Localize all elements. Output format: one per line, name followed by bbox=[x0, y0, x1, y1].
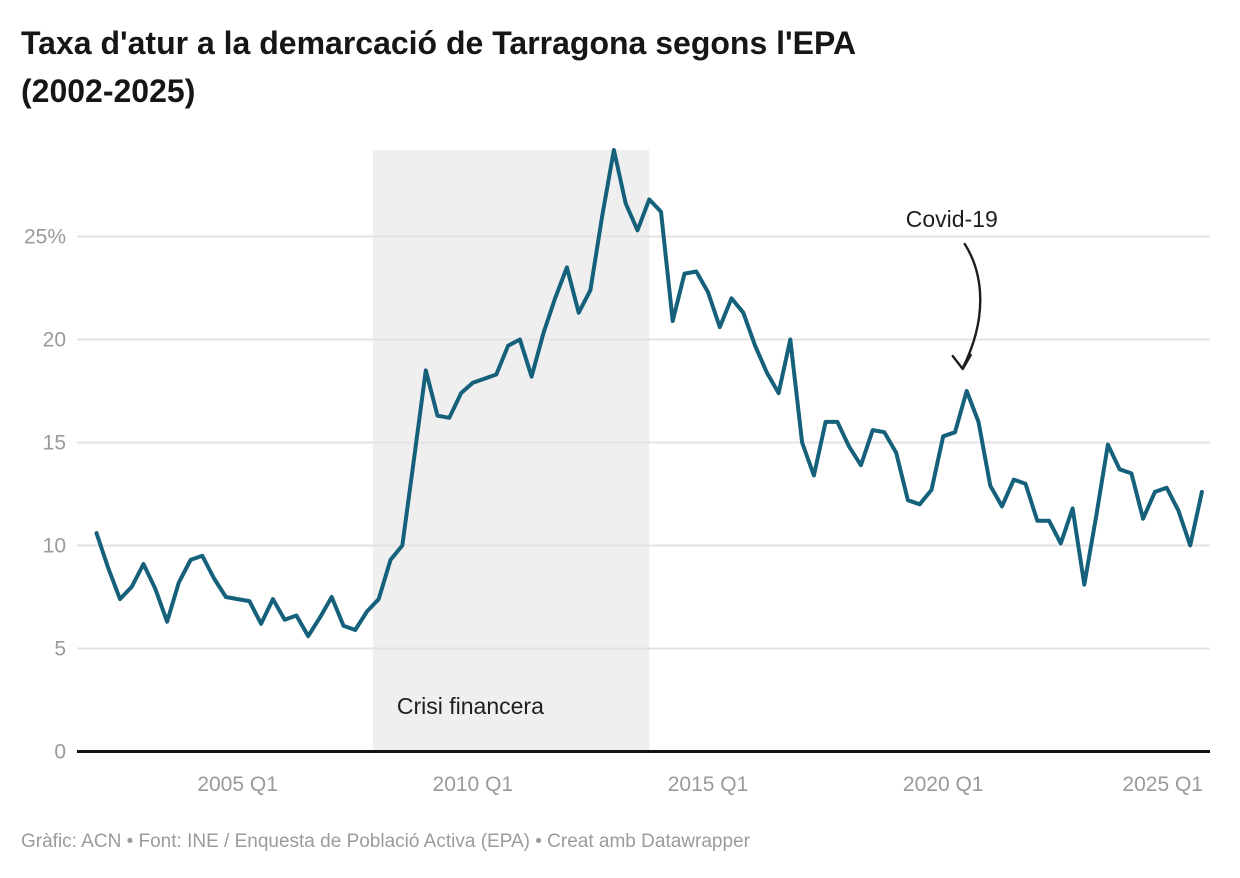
y-axis-tick-label: 0 bbox=[54, 741, 66, 764]
footer-credit: Gràfic: ACN • Font: INE / Enquesta de Po… bbox=[21, 831, 750, 852]
x-axis-tick-label: 2025 Q1 bbox=[1122, 773, 1203, 796]
y-axis-tick-label: 5 bbox=[54, 638, 66, 661]
x-axis-tick-label: 2020 Q1 bbox=[903, 773, 984, 796]
y-axis-tick-label: 20 bbox=[43, 329, 66, 352]
unemployment-rate-line[interactable] bbox=[94, 148, 1204, 639]
x-axis-tick-label: 2010 Q1 bbox=[433, 773, 514, 796]
y-axis-tick-label: 10 bbox=[43, 535, 66, 558]
annotation-arrow-icon bbox=[961, 242, 982, 370]
page-title: Taxa d'atur a la demarcació de Tarragona… bbox=[21, 25, 857, 109]
x-axis-tick-label: 2005 Q1 bbox=[197, 773, 278, 796]
y-axis-tick-label: 15 bbox=[43, 432, 66, 455]
annotation-arrowhead-icon bbox=[951, 353, 972, 371]
annotation-covid-label: Covid-19 bbox=[906, 206, 998, 232]
x-axis-tick-label: 2015 Q1 bbox=[668, 773, 749, 796]
annotation-financial-crisis-label: Crisi financera bbox=[397, 693, 544, 719]
recession-band bbox=[372, 150, 650, 752]
y-axis-tick-label: 25% bbox=[24, 226, 66, 249]
